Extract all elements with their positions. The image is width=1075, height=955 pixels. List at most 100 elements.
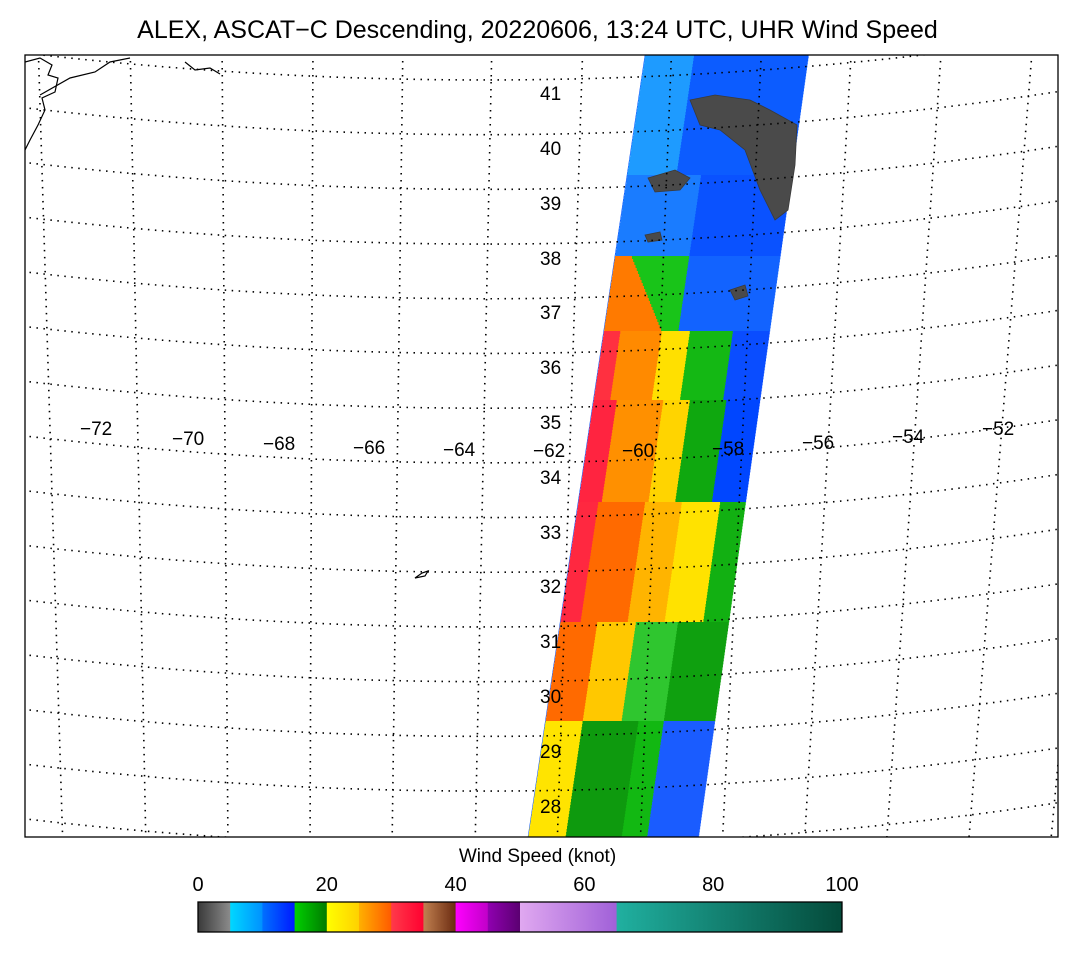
swath-cell [578,751,635,755]
swath-cell [664,619,705,623]
swath-cell [595,520,643,524]
swath-cell [622,832,649,836]
swath-cell [614,256,633,260]
swath-cell [672,661,724,665]
longitude-gridline [391,55,404,837]
swath-cell [602,340,620,344]
swath-cell [679,517,719,521]
swath-cell [642,73,692,77]
latitude-gridline [25,637,1058,683]
swath-cell [714,544,740,548]
swath-cell [687,415,725,419]
swath-cell [594,529,642,533]
swath-cell [681,454,720,458]
swath-cell [705,604,732,608]
swath-cell [594,640,634,644]
swath-cell [711,562,738,566]
swath-cell [681,502,721,506]
swath-cell [650,301,684,305]
swath-cell [623,826,650,830]
swath-cell [621,214,696,218]
latitude-gridline [25,254,1058,300]
swath-cell [608,298,650,302]
swath-cell [662,727,715,731]
swath-cell [590,664,631,668]
swath-cell [585,454,610,458]
swath-cell [584,457,609,461]
swath-cell [682,304,774,308]
swath-cell [655,781,707,785]
swath-cell [628,673,672,677]
swath-cell [641,280,687,284]
swath-cell [588,433,613,437]
latitude-gridline [25,473,1058,519]
swath-cell [677,622,729,626]
swath-cell [668,592,708,596]
swath-cell [612,382,655,386]
swath-cell [633,259,690,263]
swath-cell [650,484,679,488]
longitude-gridline [474,55,493,837]
colorbar-tick-label: 20 [315,874,338,896]
swath-cell [605,322,660,326]
swath-cell [633,757,660,761]
longitude-label: −68 [263,434,295,455]
swath-cell [580,736,637,740]
swath-cell [634,574,672,578]
swath-cell [607,463,655,467]
swath-cell [732,331,770,335]
swath-cell [632,139,683,143]
swath-cell [653,790,706,794]
swath-cell [667,601,707,605]
swath-cell [557,643,595,647]
swath-cell [573,535,594,539]
swath-cell [595,388,613,392]
swath-cell [683,445,721,449]
swath-cell [630,154,680,158]
latitude-gridline [25,200,1058,245]
swath-cell [687,265,780,269]
swath-cell [664,718,716,722]
swath-cell [693,61,808,65]
swath-cell [630,151,681,155]
swath-cell [653,310,682,314]
swath-cell [641,526,679,530]
swath-cell [653,466,681,470]
swath-cell [715,478,750,482]
swath-cell [577,754,635,758]
swath-cell [572,538,594,542]
swath-cell [600,352,618,356]
swath-cell [568,817,625,821]
swath-cell [576,763,633,767]
swath-cell [642,283,686,287]
swath-cell [647,832,700,836]
swath-cell [594,637,635,641]
swath-cell [684,364,729,368]
swath-cell [621,835,648,837]
swath-cell [697,196,789,200]
swath-cell [633,133,684,137]
swath-cell [688,262,780,266]
swath-cell [713,550,739,554]
swath-cell [626,685,670,689]
swath-cell [583,466,608,470]
swath-cell [565,589,586,593]
swath-cell [680,397,724,401]
swath-cell [683,292,776,296]
swath-cell [539,757,578,761]
swath-cell [658,322,681,326]
calm-wind-patch [644,231,663,243]
swath-cell [635,739,662,743]
swath-cell [644,61,694,65]
swath-cell [631,769,658,773]
swath-cell [629,610,667,614]
coastline-segment [184,61,221,75]
swath-cell [664,715,716,719]
swath-cell [693,229,785,233]
swath-cell [583,712,624,716]
swath-cell [587,574,636,578]
swath-cell [643,67,693,71]
swath-cell [683,442,721,446]
swath-cell [614,415,662,419]
swath-cell [679,319,772,323]
